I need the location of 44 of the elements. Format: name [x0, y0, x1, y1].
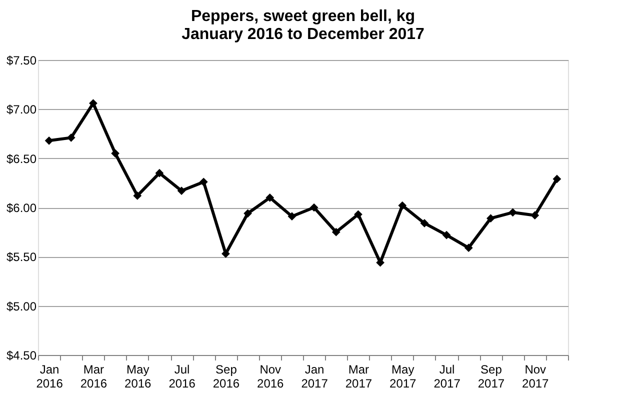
point	[332, 228, 340, 236]
x-tick-label: Jul 2017	[434, 362, 461, 390]
point	[177, 186, 186, 195]
point	[288, 212, 296, 221]
x-tick-label: Nov 2016	[257, 362, 284, 390]
point	[464, 244, 473, 252]
x-tick-label: Jan 2016	[36, 362, 64, 390]
text: January 2016 to December 2017	[182, 26, 424, 43]
y-tick-label: $7.50	[6, 54, 37, 68]
point	[442, 230, 451, 240]
point	[508, 208, 517, 217]
x-tick-label: May 2016	[124, 362, 152, 390]
text: Peppers, sweet green bell, kg	[190, 8, 416, 25]
x-tick-label: Sep 2017	[478, 362, 505, 390]
y-tick-label: $5.00	[6, 299, 37, 314]
point	[133, 192, 142, 200]
x-tick-label: Nov 2017	[522, 362, 550, 390]
x-tick-label: May 2017	[390, 362, 417, 390]
y-tick-label: $6.50	[6, 152, 37, 166]
x-tick-label: Jul 2016	[168, 362, 196, 390]
point	[398, 201, 407, 210]
point	[66, 134, 76, 142]
x-tick-label: Mar 2017	[345, 362, 372, 390]
point	[89, 99, 98, 108]
y-tick-label: $4.50	[6, 348, 37, 362]
point	[44, 136, 54, 145]
x-tick-label: Mar 2016	[80, 362, 108, 390]
point	[420, 219, 429, 228]
y-tick-label: $6.00	[6, 201, 37, 215]
point	[486, 214, 495, 222]
x-tick-label: Jan 2017	[301, 362, 328, 390]
point	[530, 211, 540, 220]
point	[354, 210, 362, 219]
point	[552, 174, 562, 184]
x-tick-label: Sep 2016	[212, 362, 240, 390]
point	[244, 209, 252, 218]
y-tick-label: $5.50	[6, 250, 37, 264]
point	[155, 168, 164, 178]
point	[111, 149, 120, 158]
y-tick-label: $7.00	[6, 102, 37, 117]
point	[376, 258, 384, 267]
point	[310, 203, 318, 212]
point	[266, 193, 274, 202]
point	[199, 178, 208, 186]
